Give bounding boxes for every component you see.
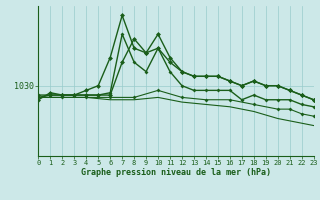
X-axis label: Graphe pression niveau de la mer (hPa): Graphe pression niveau de la mer (hPa): [81, 168, 271, 177]
